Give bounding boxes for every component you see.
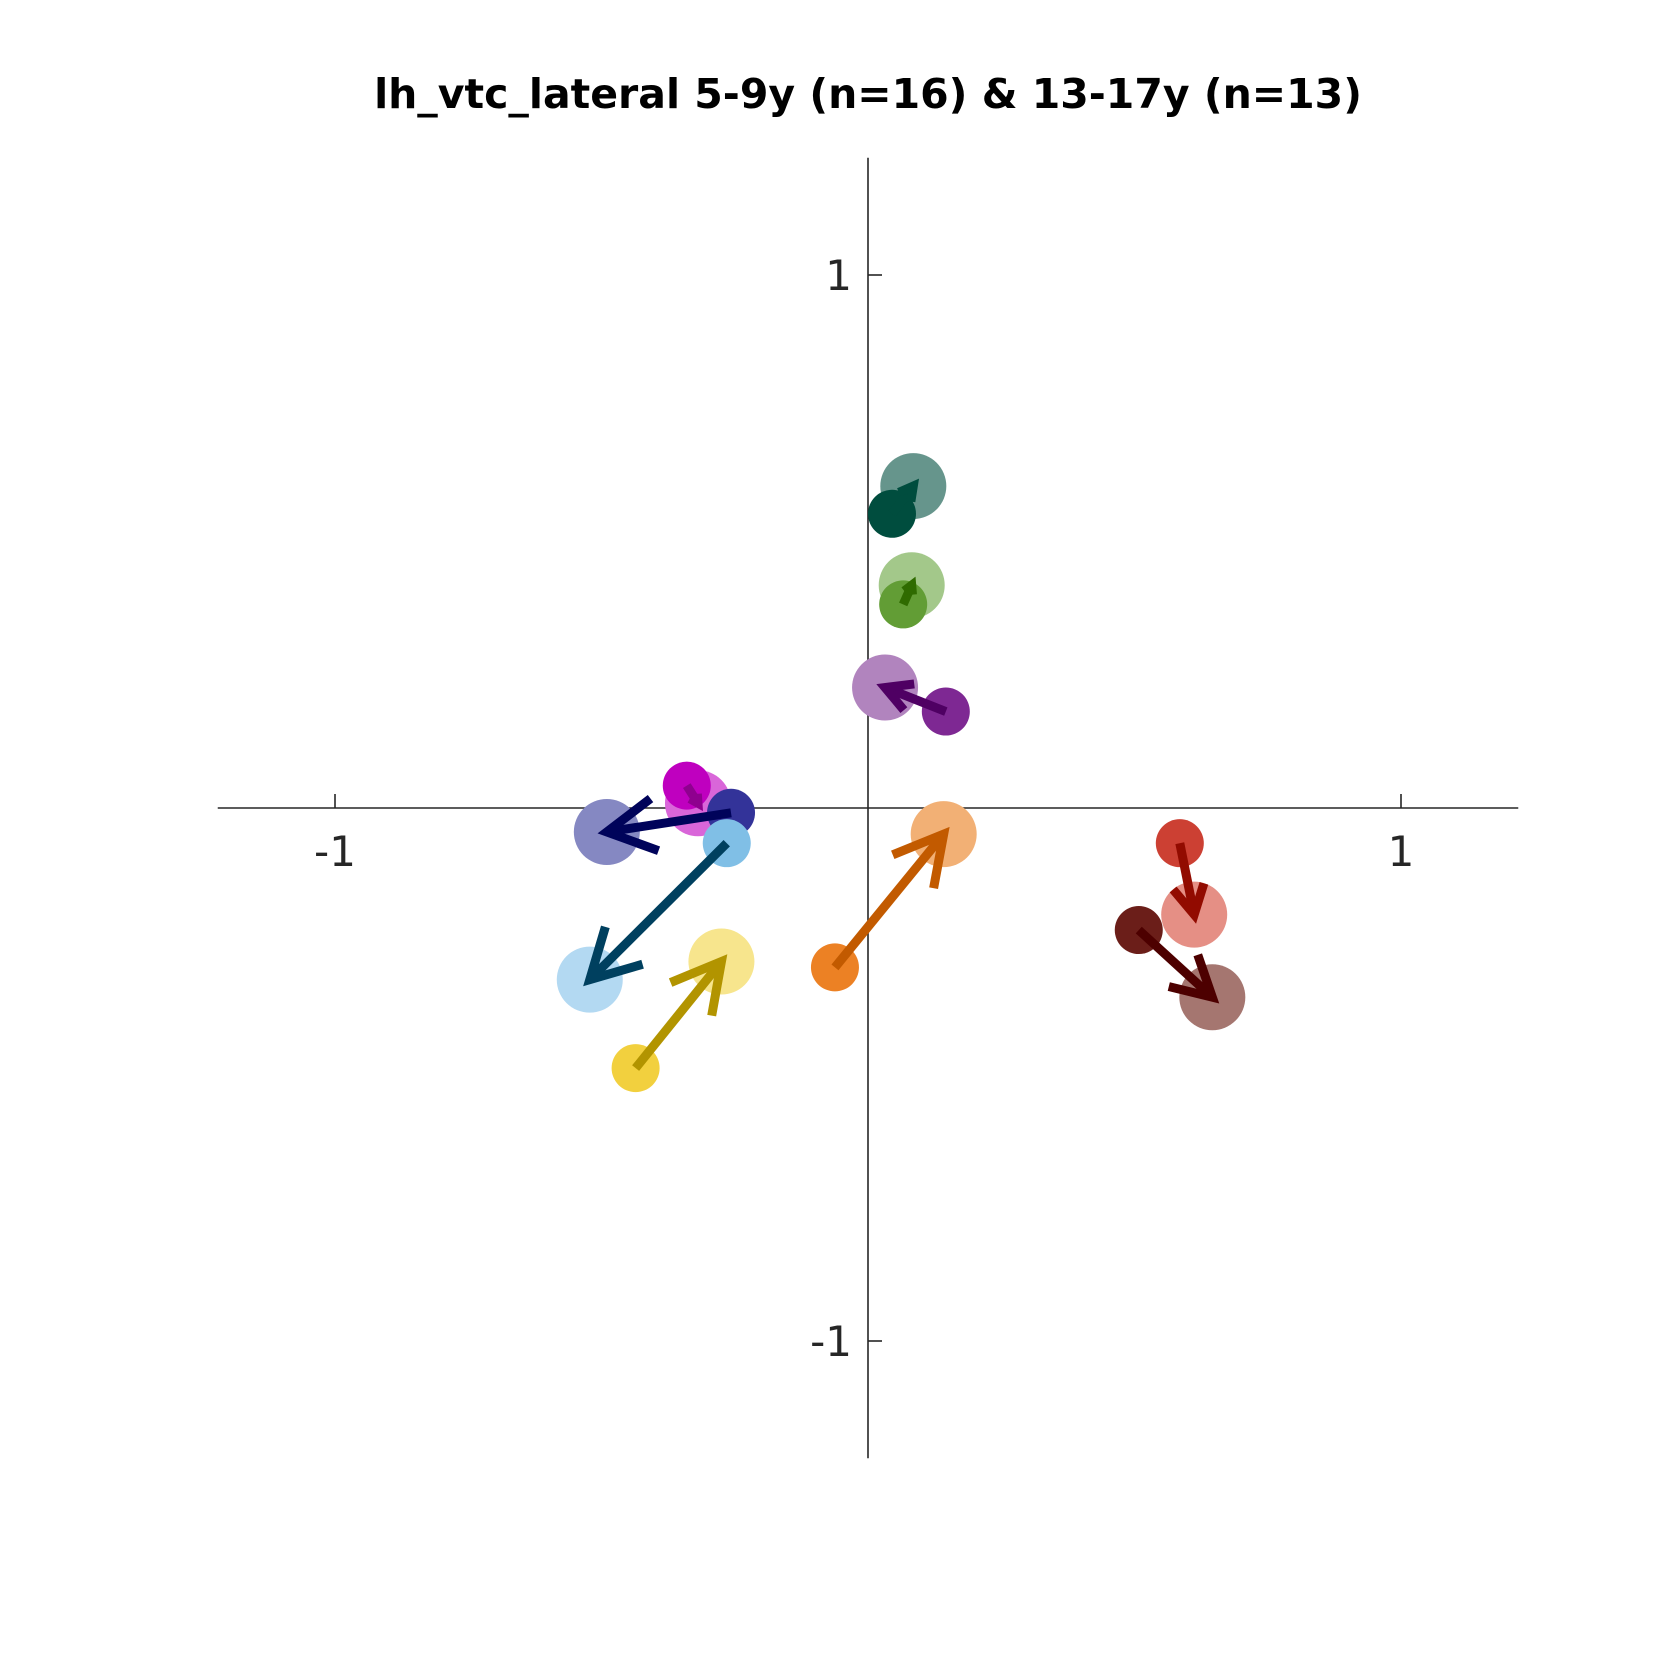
arrow-head (891, 826, 950, 890)
arrow-head (668, 954, 728, 1017)
y-tick-label: 1 (825, 251, 852, 300)
chart-title: lh_vtc_lateral 5-9y (n=16) & 13-17y (n=1… (374, 70, 1362, 118)
change-arrows (583, 478, 1220, 1071)
y-tick-label: -1 (810, 1317, 852, 1366)
arrow-shaft (831, 831, 948, 971)
arrow-shaft (606, 808, 732, 837)
arrow-shaft (1135, 926, 1216, 1001)
arrow-head (687, 793, 704, 812)
arrow-head (1167, 953, 1220, 1004)
arrow-head (583, 925, 644, 987)
arrow-head (597, 794, 661, 855)
arrow-shaft (586, 839, 730, 983)
arrow-head (1169, 881, 1209, 924)
arrow-head (901, 576, 917, 595)
arrow-shaft (883, 683, 948, 716)
arrow-shaft (1175, 842, 1199, 916)
arrow-shaft (632, 958, 725, 1071)
arrow-head (876, 679, 915, 714)
axes: -1 1 1 -1 (217, 157, 1519, 1459)
x-tick-label: -1 (314, 827, 356, 876)
x-tick-label: 1 (1388, 827, 1415, 876)
arrow-head (897, 478, 920, 503)
